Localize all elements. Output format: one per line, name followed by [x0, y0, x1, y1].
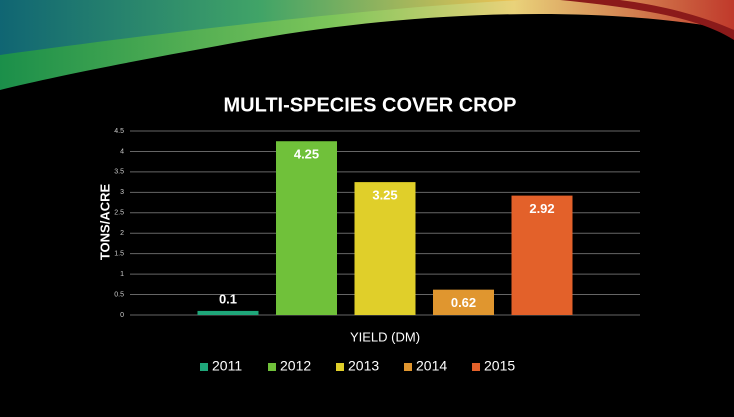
y-tick-label: 0.5 [114, 291, 124, 298]
chart-title: MULTI-SPECIES COVER CROP [224, 94, 517, 116]
legend-label: 2014 [416, 358, 447, 374]
legend-label: 2012 [280, 358, 311, 374]
data-label: 4.25 [294, 147, 319, 162]
y-tick-label: 1.5 [114, 251, 124, 258]
legend-swatch [472, 363, 480, 371]
y-tick-label: 0 [120, 312, 124, 319]
y-tick-label: 4 [120, 148, 124, 155]
legend-swatch [336, 363, 344, 371]
bar [197, 310, 259, 315]
legend-label: 2011 [212, 358, 242, 374]
y-tick-label: 2.5 [114, 210, 124, 217]
data-label: 2.92 [529, 201, 554, 216]
decor-swoosh [0, 0, 520, 55]
bar [433, 289, 494, 315]
data-label: 3.25 [372, 188, 397, 203]
legend-swatch [404, 363, 412, 371]
x-tick-label: YIELD (DM) [350, 329, 420, 344]
y-tick-label: 3 [120, 189, 124, 196]
bar [276, 141, 337, 315]
decor-swoosh [560, 0, 734, 40]
bar [511, 195, 573, 315]
y-tick-label: 4.5 [114, 128, 124, 135]
y-tick-label: 3.5 [114, 169, 124, 176]
legend-swatch [200, 363, 208, 371]
bar [354, 182, 416, 315]
legend-label: 2013 [348, 358, 379, 374]
data-label: 0.1 [219, 291, 237, 306]
y-tick-label: 1 [120, 271, 124, 278]
data-label: 0.62 [451, 295, 476, 310]
y-tick-label: 2 [120, 230, 124, 237]
legend-label: 2015 [484, 358, 515, 374]
y-axis-label: TONS/ACRE [97, 184, 112, 261]
legend-swatch [268, 363, 276, 371]
